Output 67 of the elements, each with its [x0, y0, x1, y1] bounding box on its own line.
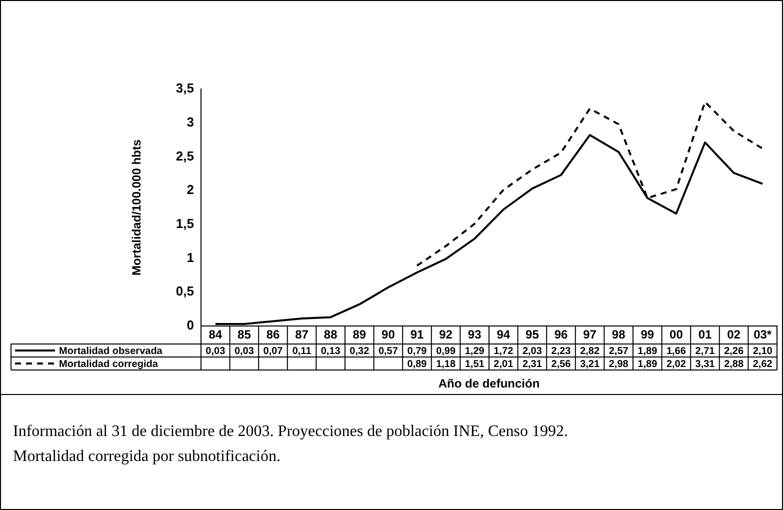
legend-label: Mortalidad corregida — [59, 358, 158, 370]
x-tick-label: 02 — [727, 327, 741, 342]
y-axis-title: Mortalidad/100.000 hbts — [130, 139, 144, 276]
data-label: 2,82 — [580, 346, 600, 357]
data-label: 2,23 — [551, 346, 572, 357]
x-tick-label: 86 — [266, 327, 280, 342]
data-label: 0,89 — [407, 358, 428, 370]
x-tick-label: 87 — [295, 327, 309, 342]
data-label: 2,26 — [724, 346, 744, 357]
y-tick-label: 2,5 — [176, 148, 194, 164]
data-label: 2,56 — [551, 358, 572, 370]
data-label: 2,10 — [752, 346, 773, 357]
data-label: 3,21 — [580, 358, 600, 370]
data-label: 1,51 — [464, 358, 485, 370]
x-tick-label: 91 — [410, 327, 424, 342]
data-label: 3,31 — [695, 358, 716, 370]
data-label: 0,32 — [350, 346, 370, 357]
x-tick-label: 99 — [640, 327, 654, 342]
data-label: 0,13 — [320, 346, 341, 357]
x-tick-label: 85 — [238, 327, 252, 342]
x-tick-label: 90 — [382, 327, 396, 342]
data-label: 0,57 — [378, 346, 398, 357]
x-tick-label: 92 — [439, 327, 453, 342]
data-label: 1,29 — [464, 346, 485, 357]
data-label: 0,79 — [407, 346, 428, 357]
x-tick-label: 03* — [754, 327, 772, 342]
data-label: 2,02 — [666, 358, 686, 370]
data-label: 1,66 — [666, 346, 686, 357]
y-tick-label: 3,5 — [176, 80, 194, 96]
y-tick-label: 1,5 — [176, 216, 194, 232]
y-tick-label: 0 — [186, 318, 194, 333]
text: Mortalidad corregida por subnotificación. — [13, 447, 282, 467]
data-label: 2,98 — [608, 358, 629, 370]
x-tick-label: 95 — [526, 327, 540, 342]
data-label: 0,03 — [206, 346, 226, 357]
data-label: 2,03 — [522, 346, 542, 357]
x-tick-label: 88 — [324, 327, 338, 342]
data-label: 2,71 — [695, 346, 716, 357]
x-tick-label: 98 — [612, 327, 626, 342]
x-tick-label: 89 — [352, 327, 366, 342]
data-label: 2,31 — [522, 358, 542, 370]
data-label: 0,03 — [234, 346, 254, 357]
data-label: 0,99 — [436, 346, 456, 357]
data-label: 1,89 — [638, 346, 658, 357]
data-label: 2,57 — [608, 346, 629, 357]
x-tick-label: 94 — [496, 327, 510, 342]
y-tick-label: 2 — [186, 182, 194, 198]
data-label: 1,72 — [494, 346, 514, 357]
legend-label: Mortalidad observada — [59, 346, 163, 357]
text: Información al 31 de diciembre de 2003. Proyecciones de población INE, Censo 1992. — [13, 422, 568, 442]
x-tick-label: 96 — [554, 327, 568, 342]
data-label: 2,88 — [724, 358, 744, 370]
data-label: 0,11 — [292, 346, 312, 357]
x-tick-label: 97 — [583, 327, 597, 342]
data-label: 1,18 — [436, 358, 456, 370]
x-axis-title: Año de defunción — [438, 376, 540, 390]
x-tick-label: 00 — [670, 327, 684, 342]
data-label: 1,89 — [638, 358, 658, 370]
y-tick-label: 3 — [186, 114, 194, 130]
data-label: 2,62 — [752, 358, 773, 370]
data-label: 0,07 — [263, 346, 284, 357]
x-tick-label: 01 — [698, 327, 712, 342]
y-tick-label: 0,5 — [176, 284, 194, 299]
x-tick-label: 93 — [468, 327, 482, 342]
y-tick-label: 1 — [186, 250, 194, 265]
x-tick-label: 84 — [208, 327, 222, 342]
data-label: 2,01 — [494, 358, 514, 370]
